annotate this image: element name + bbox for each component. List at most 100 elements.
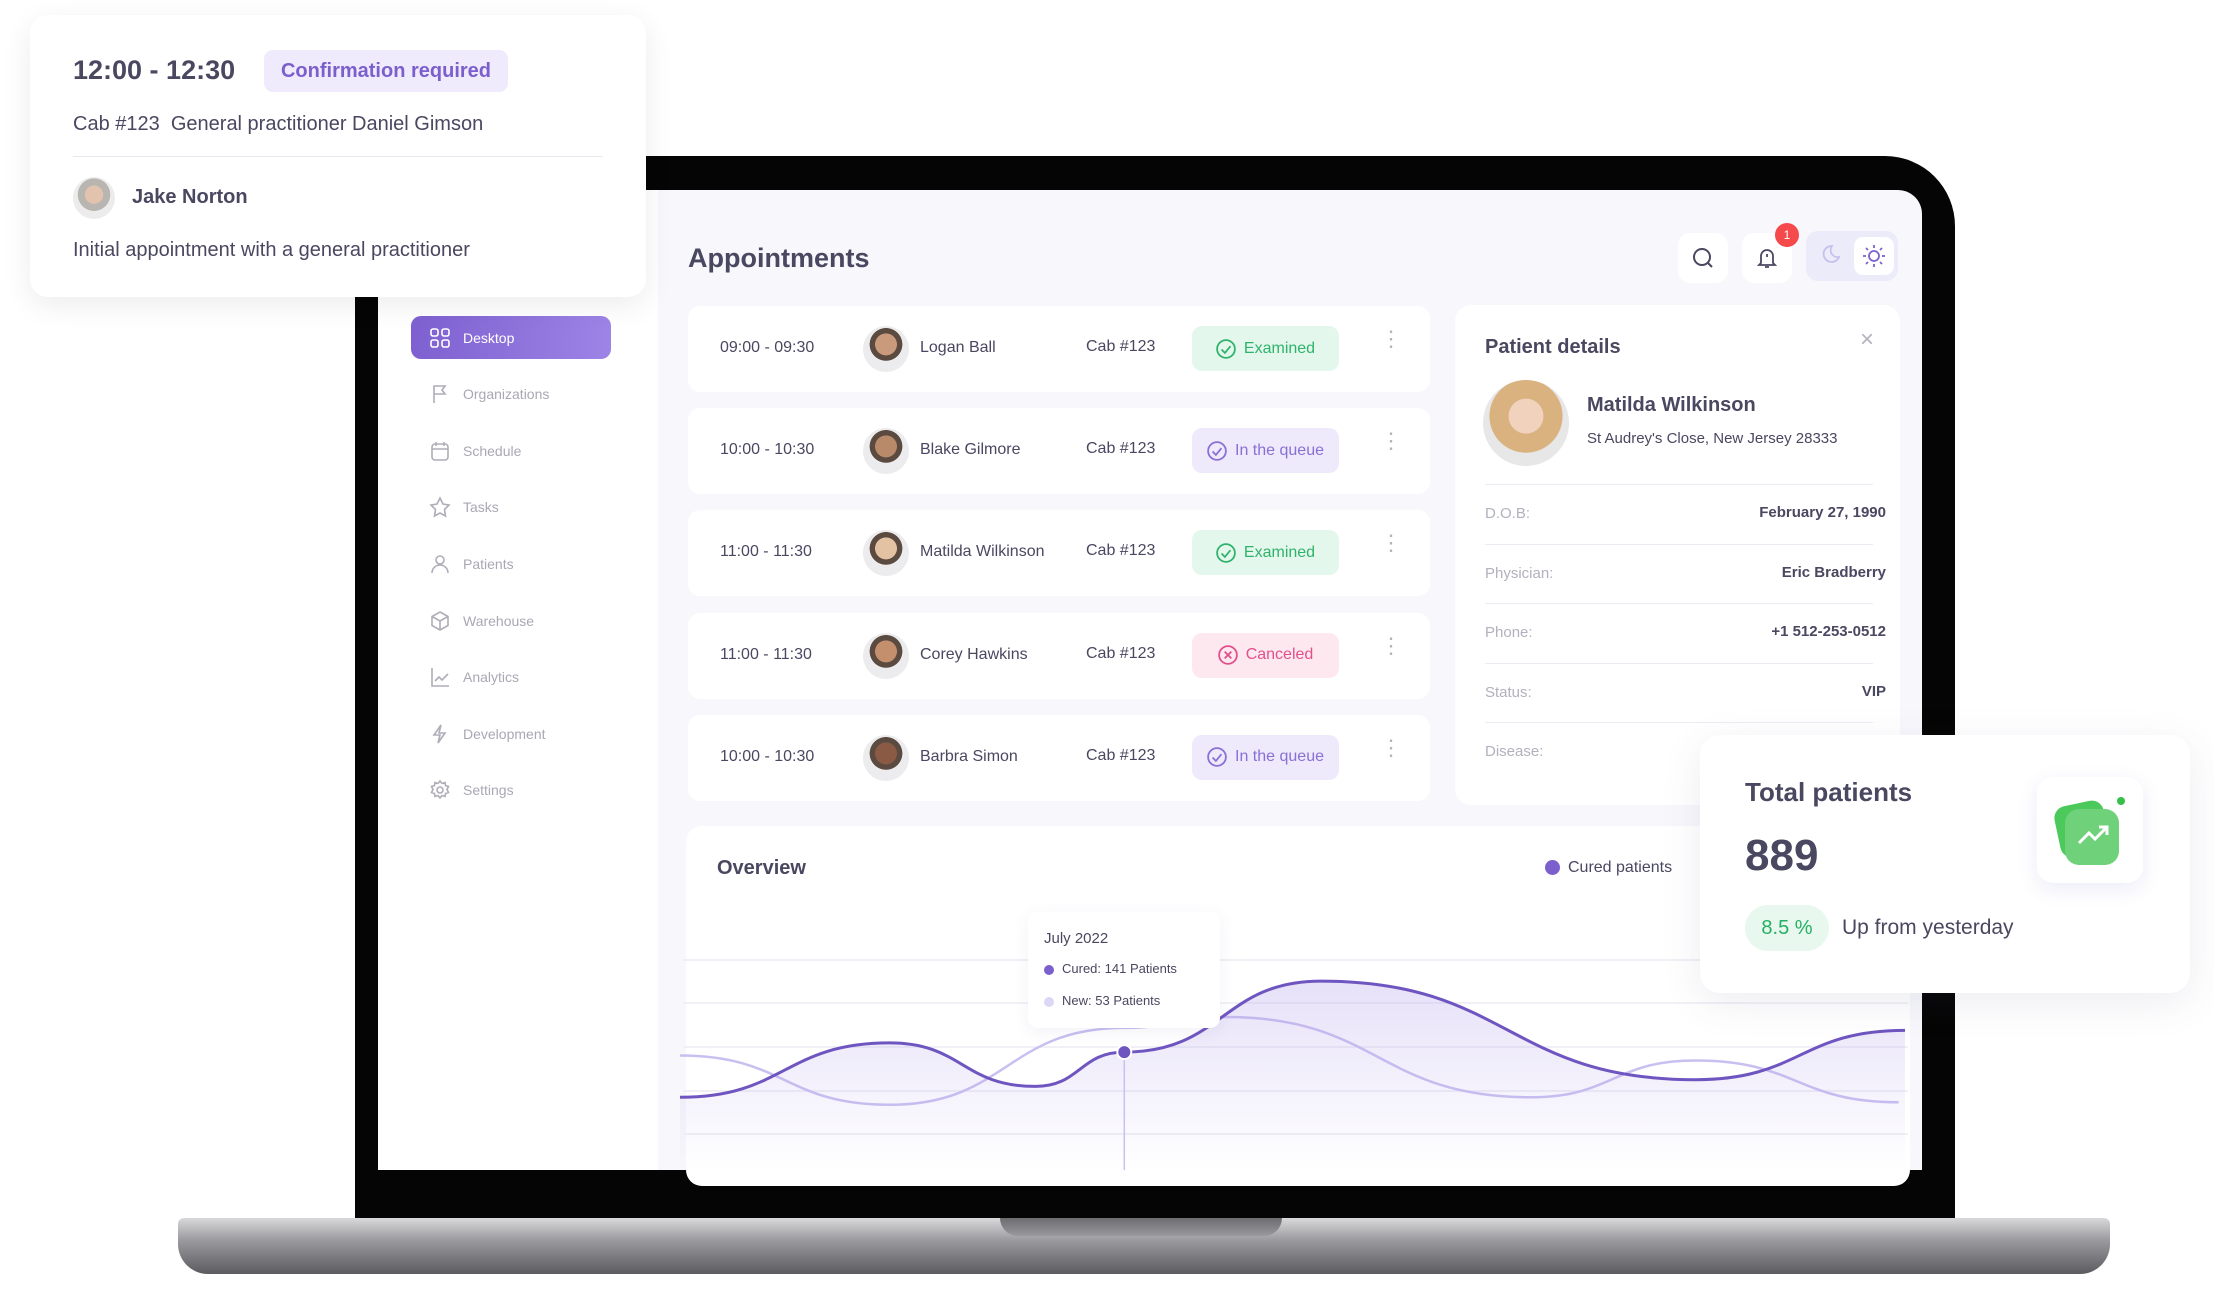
status-badge[interactable]: In the queue — [1192, 734, 1339, 780]
box-icon — [431, 610, 449, 631]
total-patients-value: 889 — [1745, 831, 1819, 880]
lightning-icon — [432, 724, 447, 744]
field-divider — [1485, 662, 1873, 664]
sidebar-item-analytics[interactable]: Analytics — [411, 656, 611, 699]
total-patients-card: Total patients 889 8.5 % Up from yesterd… — [1700, 735, 2190, 993]
cab-number: Cab #123 — [1086, 542, 1156, 560]
sidebar-item-patients[interactable]: Patients — [411, 542, 611, 585]
field-divider — [1485, 603, 1873, 604]
field-value: +1 512-253-0512 — [1771, 623, 1886, 640]
sidebar-item-desktop[interactable]: Desktop — [411, 316, 611, 359]
status-badge[interactable]: Canceled — [1192, 632, 1339, 678]
sidebar-item-label: Development — [463, 725, 546, 742]
more-options-icon[interactable]: ⋮ — [1380, 428, 1402, 454]
avatar — [863, 326, 909, 372]
tooltip-new: New: 53 Patients — [1062, 993, 1160, 1008]
appointment-time: 10:00 - 10:30 — [720, 441, 815, 459]
popup-time: 12:00 - 12:30 — [73, 55, 236, 85]
patient-name: Logan Ball — [920, 339, 996, 356]
status-label: Examined — [1243, 543, 1316, 561]
tooltip-title: July 2022 — [1044, 930, 1109, 947]
avatar — [863, 734, 909, 781]
field-value: VIP — [1861, 682, 1886, 700]
confirmation-badge[interactable]: Confirmation required — [264, 50, 508, 92]
field-label: D.O.B: — [1485, 505, 1531, 522]
page-title: Appointments — [688, 243, 870, 273]
bell-icon — [1756, 249, 1778, 268]
chart-line-icon — [431, 668, 449, 687]
more-options-icon[interactable]: ⋮ — [1380, 530, 1402, 556]
user-icon — [431, 555, 449, 573]
search-icon — [1693, 248, 1713, 268]
series-area — [680, 981, 1905, 1170]
avatar — [863, 428, 909, 475]
theme-toggle[interactable] — [1806, 231, 1898, 281]
status-badge[interactable]: Examined — [1192, 326, 1339, 371]
avatar — [863, 530, 909, 577]
appointment-row[interactable]: 11:00 - 11:30 Matilda Wilkinson Cab #123… — [688, 510, 1430, 597]
more-options-icon[interactable]: ⋮ — [1380, 734, 1402, 760]
check-circle-icon — [1207, 440, 1227, 461]
patient-address: St Audrey's Close, New Jersey 28333 — [1587, 430, 1838, 447]
appointment-row[interactable]: 10:00 - 10:30 Barbra Simon Cab #123 In t… — [688, 714, 1430, 801]
notification-badge: 1 — [1775, 223, 1799, 247]
tooltip-cured-label: Cured: — [1062, 961, 1102, 976]
tooltip-cured-value: 141 Patients — [1104, 961, 1177, 976]
cab-number: Cab #123 — [1086, 644, 1156, 662]
tooltip-new-value: 53 Patients — [1095, 993, 1161, 1008]
more-options-icon[interactable]: ⋮ — [1380, 326, 1402, 351]
sidebar-item-organizations[interactable]: Organizations — [411, 373, 611, 416]
status-label: Canceled — [1245, 646, 1314, 664]
field-value: February 27, 1990 — [1759, 504, 1886, 521]
overview-title: Overview — [717, 857, 806, 879]
moon-icon — [1822, 245, 1841, 263]
patient-name: Matilda Wilkinson — [1587, 394, 1756, 416]
patient-name: Corey Hawkins — [920, 645, 1028, 663]
close-icon[interactable]: × — [1860, 326, 1875, 353]
sidebar-item-development[interactable]: Development — [411, 712, 611, 755]
check-circle-icon — [1216, 543, 1236, 563]
more-options-icon[interactable]: ⋮ — [1380, 632, 1402, 658]
appointment-row[interactable]: 11:00 - 11:30 Corey Hawkins Cab #123 Can… — [688, 612, 1430, 699]
change-text: Up from yesterday — [1842, 916, 2014, 939]
field-label: Phone: — [1485, 624, 1533, 641]
sidebar-item-label: Settings — [463, 782, 514, 799]
appointment-row[interactable]: 09:00 - 09:30 Logan Ball Cab #123 Examin… — [688, 306, 1430, 392]
status-badge[interactable]: Examined — [1192, 530, 1339, 576]
search-button[interactable] — [1678, 233, 1728, 283]
sidebar-item-tasks[interactable]: Tasks — [411, 486, 611, 529]
popup-cab-line: Cab #123 General practitioner Daniel Gim… — [73, 113, 484, 135]
light-mode-button[interactable] — [1854, 237, 1894, 275]
patient-name: Barbra Simon — [920, 747, 1018, 765]
tooltip-new-label: New: — [1062, 993, 1092, 1008]
sidebar-item-settings[interactable]: Settings — [411, 769, 611, 812]
change-badge: 8.5 % — [1745, 905, 1829, 951]
popup-description: Initial appointment with a general pract… — [73, 239, 470, 261]
grid-icon — [430, 327, 450, 348]
tooltip-cured-dot — [1044, 965, 1054, 975]
appointment-time: 11:00 - 11:30 — [720, 543, 812, 561]
status-label: Examined — [1243, 339, 1316, 357]
check-circle-icon — [1216, 338, 1236, 359]
field-label: Status: — [1485, 683, 1532, 701]
patient-avatar — [1483, 380, 1569, 466]
sidebar-item-label: Patients — [463, 555, 514, 572]
sidebar-item-schedule[interactable]: Schedule — [411, 429, 611, 472]
sidebar-item-warehouse[interactable]: Warehouse — [411, 599, 611, 642]
status-label: In the queue — [1235, 441, 1324, 459]
appointment-popup[interactable]: 12:00 - 12:30 Confirmation required Cab … — [30, 15, 646, 297]
status-badge[interactable]: In the queue — [1192, 428, 1339, 474]
appointment-row[interactable]: 10:00 - 10:30 Blake Gilmore Cab #123 In … — [688, 408, 1430, 495]
tooltip-cured: Cured: 141 Patients — [1062, 961, 1177, 976]
sidebar-item-label: Organizations — [463, 386, 550, 403]
patient-name: Blake Gilmore — [920, 441, 1021, 459]
dark-mode-button[interactable] — [1816, 241, 1842, 272]
highlight-point[interactable] — [1116, 1044, 1133, 1061]
flag-icon — [433, 385, 447, 404]
legend-dot — [1545, 860, 1560, 875]
cab-number: Cab #123 — [1086, 746, 1156, 764]
laptop-notch — [1000, 1218, 1282, 1236]
sidebar-item-label: Desktop — [463, 329, 515, 346]
field-divider — [1485, 543, 1873, 545]
field-label: Disease: — [1485, 743, 1544, 760]
